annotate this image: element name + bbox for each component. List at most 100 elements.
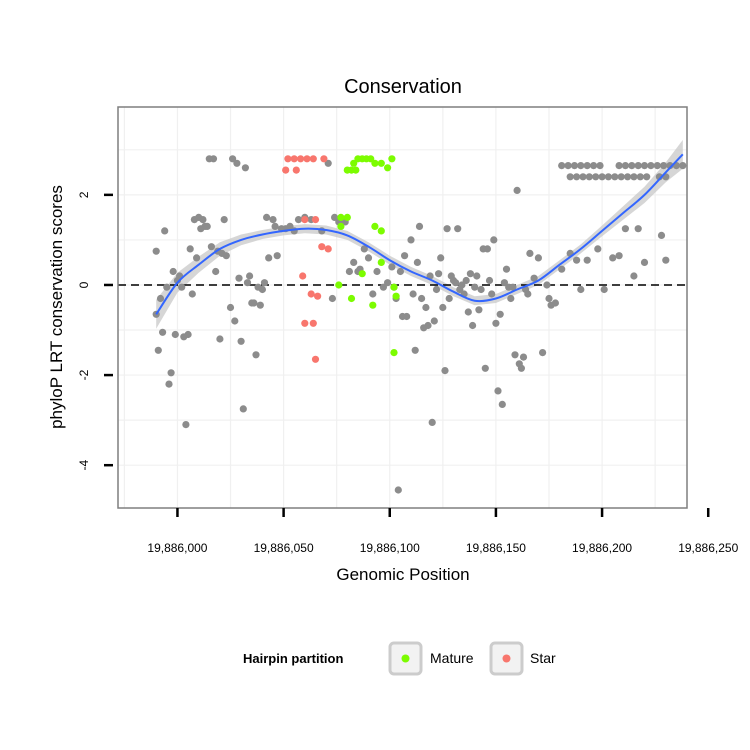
- point-other: [237, 337, 245, 345]
- point-other: [258, 285, 266, 294]
- point-other: [452, 279, 460, 287]
- point-other: [401, 252, 409, 260]
- point-other: [265, 254, 273, 262]
- point-other: [403, 312, 411, 321]
- point-other: [679, 162, 687, 170]
- point-star: [301, 216, 309, 224]
- point-other: [558, 162, 566, 170]
- point-other: [585, 173, 593, 181]
- point-other: [252, 351, 260, 359]
- point-other: [660, 162, 668, 170]
- point-other: [526, 249, 534, 257]
- point-other: [418, 294, 426, 303]
- point-other: [615, 252, 623, 260]
- point-other: [260, 279, 269, 287]
- point-other: [594, 245, 602, 253]
- point-star: [284, 155, 292, 163]
- point-mature: [377, 258, 385, 266]
- point-mature: [390, 349, 398, 357]
- legend-mature-marker: [401, 654, 410, 663]
- point-other: [488, 290, 496, 298]
- point-other: [545, 294, 553, 303]
- legend-star-marker: [502, 654, 511, 663]
- point-other: [647, 162, 655, 170]
- point-other: [624, 173, 632, 181]
- x-tick-label: 19,886,200: [572, 541, 632, 555]
- point-other: [165, 380, 173, 388]
- point-other: [464, 308, 472, 316]
- chart-title: Conservation: [344, 76, 462, 98]
- point-other: [511, 351, 519, 359]
- point-other: [171, 330, 179, 339]
- point-other: [530, 274, 538, 282]
- point-other: [621, 225, 630, 233]
- point-other: [441, 367, 449, 375]
- point-other: [630, 173, 638, 181]
- point-other: [615, 162, 623, 170]
- point-mature: [377, 227, 385, 235]
- point-star: [311, 355, 320, 363]
- point-mature: [352, 166, 360, 174]
- point-other: [592, 173, 600, 181]
- legend-label-mature: Mature: [430, 650, 474, 666]
- point-other: [432, 285, 441, 294]
- point-other: [583, 162, 591, 170]
- point-other: [485, 276, 494, 285]
- point-other: [519, 353, 528, 361]
- point-other: [231, 317, 239, 325]
- point-other: [178, 283, 186, 291]
- point-other: [246, 272, 254, 280]
- y-tick-label: 0: [77, 281, 91, 288]
- point-other: [394, 486, 402, 494]
- x-tick-label: 19,886,000: [147, 541, 207, 555]
- point-other: [471, 283, 479, 291]
- point-other: [662, 256, 670, 264]
- legend: Hairpin partition Mature Star: [243, 641, 556, 676]
- point-star: [299, 272, 307, 280]
- point-mature: [343, 213, 351, 221]
- point-other: [193, 254, 201, 262]
- point-other: [186, 245, 194, 253]
- point-other: [445, 294, 453, 303]
- legend-title: Hairpin partition: [243, 651, 343, 666]
- point-mature: [384, 164, 392, 172]
- point-other: [239, 405, 247, 413]
- point-star: [282, 166, 290, 174]
- point-other: [182, 421, 190, 429]
- point-other: [475, 306, 483, 314]
- point-star: [309, 155, 317, 163]
- point-other: [539, 349, 547, 357]
- smooth-curve: [155, 153, 684, 315]
- point-other: [273, 252, 281, 260]
- point-other: [524, 290, 532, 298]
- data-points: [152, 155, 687, 494]
- point-other: [294, 216, 303, 224]
- point-other: [331, 213, 339, 221]
- point-other: [454, 225, 462, 233]
- point-other: [271, 222, 279, 230]
- point-other: [154, 346, 162, 354]
- point-other: [657, 231, 666, 239]
- point-other: [653, 162, 661, 170]
- point-star: [311, 216, 320, 224]
- point-other: [492, 319, 500, 327]
- point-other: [428, 418, 436, 426]
- point-other: [604, 173, 613, 181]
- point-other: [324, 159, 332, 167]
- x-axis-title: Genomic Position: [336, 565, 469, 584]
- point-mature: [337, 213, 345, 221]
- point-other: [473, 272, 481, 280]
- legend-label-star: Star: [530, 650, 556, 666]
- point-other: [566, 173, 574, 181]
- point-other: [424, 321, 432, 330]
- point-other: [640, 258, 649, 266]
- point-other: [462, 276, 470, 285]
- point-other: [379, 283, 387, 291]
- point-other: [628, 162, 636, 170]
- point-other: [163, 283, 171, 291]
- point-other: [156, 294, 165, 303]
- point-other: [256, 301, 264, 309]
- point-other: [263, 213, 271, 221]
- point-other: [507, 294, 515, 303]
